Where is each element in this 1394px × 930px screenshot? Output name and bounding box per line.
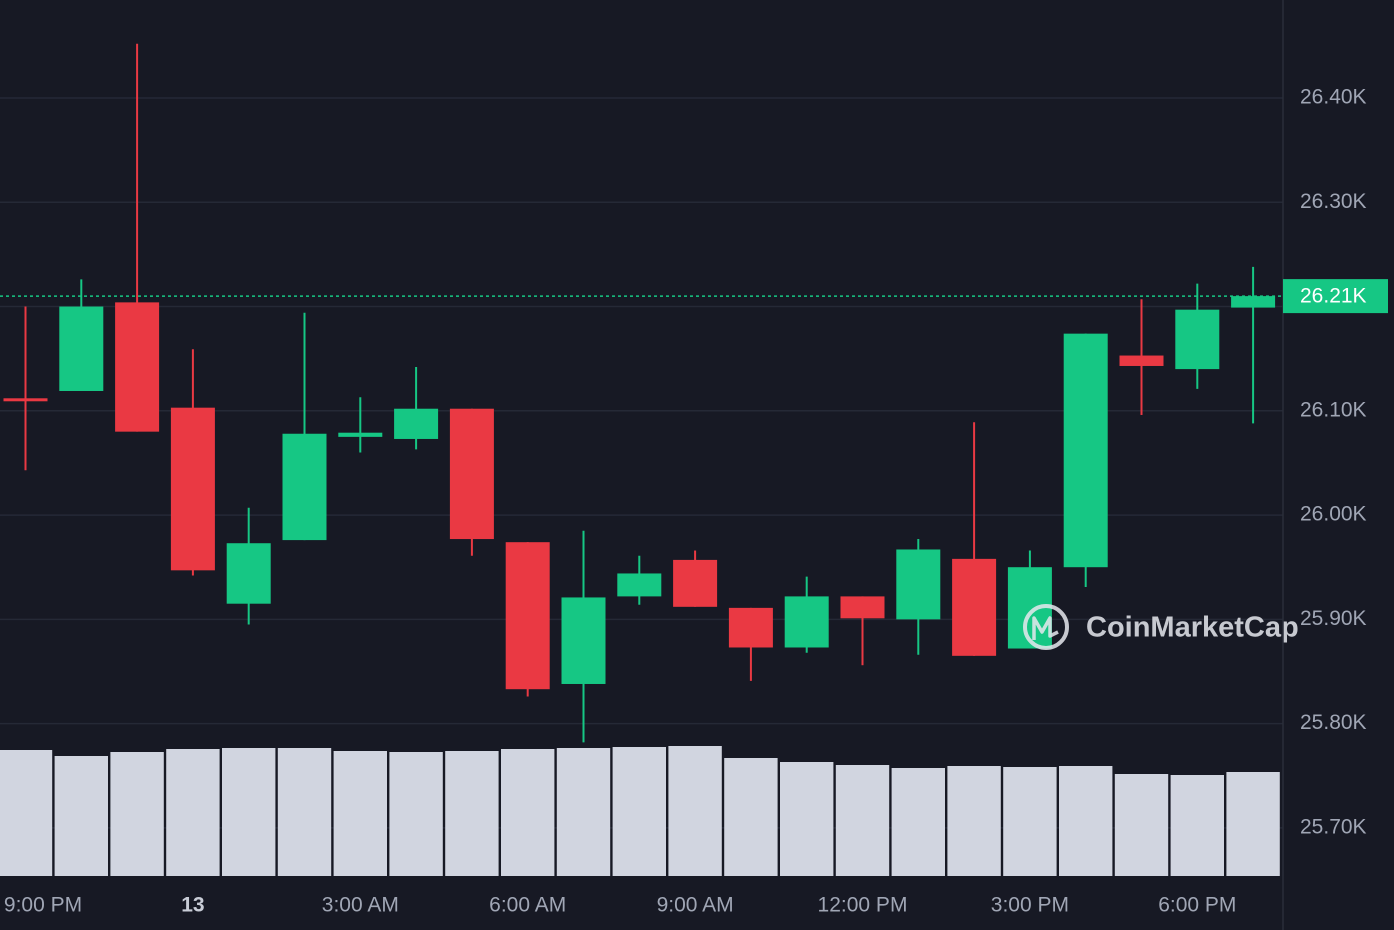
x-tick-label: 6:00 PM [1158,894,1236,917]
volume-bar [835,765,890,876]
volume-bar [1003,767,1057,876]
candle-body [394,408,439,439]
candle-body [338,432,383,437]
x-tick-label: 6:00 AM [489,894,566,917]
volume-bar [1114,774,1169,876]
volume-bar [780,762,834,876]
volume-bar [110,752,164,876]
watermark-logo-mark [1032,616,1059,640]
watermark-logo [1023,604,1069,650]
candle-body [1119,355,1164,366]
x-tick-label: 12:00 PM [818,894,908,917]
candle-body [3,398,48,402]
candle-body [1231,296,1276,308]
volume-bar [501,749,555,876]
volume-bar [222,748,276,876]
candle-body [1175,309,1220,370]
volume-bar [166,749,220,876]
candle-body [784,596,829,648]
candle-body [170,407,215,571]
candle-body [59,306,104,391]
y-tick-label: 26.30K [1300,190,1367,213]
x-tick-label: 3:00 AM [322,894,399,917]
y-tick-label: 26.10K [1300,398,1367,421]
candle-body [505,542,550,690]
volume-bar [947,766,1001,876]
y-tick-label: 25.90K [1300,607,1367,630]
candle-body [673,559,718,607]
x-tick-label: 3:00 PM [991,894,1069,917]
candle-body [1063,333,1108,568]
current-price-label: 26.21K [1300,285,1367,308]
x-tick-label: 9:00 AM [657,894,734,917]
candle-body [728,607,773,648]
volume-bar [333,751,387,876]
candle-body [115,302,160,432]
volume-bar [1059,766,1113,876]
x-tick-label: 13 [181,894,204,917]
candle-body [952,558,997,656]
volume-bar [389,752,443,876]
watermark-text: CoinMarketCap [1086,612,1299,644]
volume-bar [1170,775,1224,876]
candle-body [561,597,606,684]
volume-bar [668,746,722,876]
candle-body [896,549,941,620]
watermark: CoinMarketCap [1023,604,1299,650]
volume-bar [0,750,53,876]
volume-bar [556,748,611,876]
candle-body [840,596,885,619]
y-tick-label: 25.80K [1300,711,1367,734]
y-tick-label: 26.40K [1300,86,1367,109]
volume-bar [54,756,108,876]
candle-body [617,573,662,597]
x-tick-label: 9:00 PM [4,894,82,917]
y-tick-label: 25.70K [1300,815,1367,838]
volume-bar [724,758,778,876]
current-price-tag [1283,279,1388,314]
volume-bar [891,768,945,876]
candle-body [226,543,271,604]
candle-body [449,408,494,540]
volume-bar [612,747,666,876]
volume-bar [445,751,499,876]
y-tick-label: 26.00K [1300,503,1367,526]
candle-body [282,433,327,541]
volume-bar [277,748,332,876]
volume-bar [1226,772,1280,876]
